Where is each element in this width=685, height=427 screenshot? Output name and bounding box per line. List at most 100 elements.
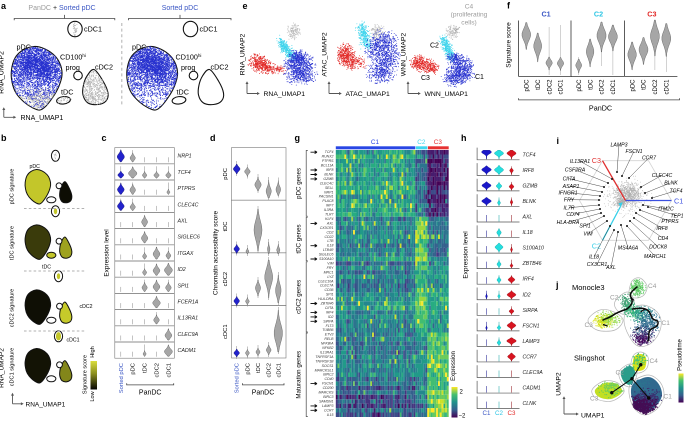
- svg-text:cDC1: cDC1: [67, 338, 80, 344]
- svg-text:cDC2: cDC2: [600, 79, 606, 95]
- svg-text:SOCS1: SOCS1: [322, 364, 334, 368]
- svg-text:C1: C1: [483, 410, 491, 417]
- svg-text:BCL11A: BCL11A: [321, 164, 334, 168]
- svg-text:pDC: pDC: [223, 168, 229, 180]
- svg-text:S100A10: S100A10: [319, 257, 333, 261]
- svg-text:C1: C1: [371, 139, 380, 146]
- svg-text:Expression: Expression: [451, 351, 457, 381]
- svg-text:cDC2: cDC2: [223, 272, 229, 287]
- svg-text:PanDC + Sorted pDC: PanDC + Sorted pDC: [28, 5, 95, 12]
- svg-text:IL18: IL18: [523, 230, 533, 236]
- svg-text:DOCK8: DOCK8: [649, 245, 667, 251]
- svg-text:Expression level: Expression level: [463, 231, 470, 279]
- svg-text:CLEC9A: CLEC9A: [178, 332, 199, 338]
- svg-text:CCR7: CCR7: [523, 354, 538, 360]
- svg-text:CLEC9A: CLEC9A: [523, 370, 544, 376]
- svg-text:Chromatin accessibility score: Chromatin accessibility score: [213, 211, 220, 296]
- svg-text:TUBB6: TUBB6: [322, 328, 333, 332]
- svg-text:LTB4R: LTB4R: [323, 248, 334, 252]
- svg-text:tDC: tDC: [143, 363, 149, 373]
- svg-text:g: g: [295, 133, 301, 143]
- svg-text:SIRPA: SIRPA: [323, 319, 334, 323]
- svg-text:pDC signature: pDC signature: [10, 169, 16, 205]
- svg-text:pDC: pDC: [525, 79, 531, 92]
- svg-text:FRY: FRY: [327, 266, 335, 270]
- svg-text:cDC2: cDC2: [211, 63, 229, 72]
- svg-text:C3: C3: [590, 396, 599, 403]
- svg-text:CLEC4C: CLEC4C: [652, 173, 673, 179]
- svg-text:prog: prog: [66, 63, 80, 72]
- svg-text:TNFRSF1A: TNFRSF1A: [315, 355, 334, 359]
- svg-text:(proliferating: (proliferating: [451, 12, 488, 19]
- svg-text:C3: C3: [647, 10, 656, 19]
- svg-text:IL13RA1: IL13RA1: [570, 159, 590, 165]
- svg-text:c: c: [102, 133, 107, 143]
- svg-text:C1: C1: [674, 197, 683, 206]
- svg-text:tDC genes: tDC genes: [296, 224, 303, 253]
- svg-text:CD100hi: CD100hi: [176, 53, 202, 62]
- svg-text:Slingshot: Slingshot: [574, 354, 606, 363]
- svg-text:2: 2: [460, 390, 464, 396]
- svg-text:e: e: [243, 1, 248, 11]
- svg-text:RNA_UMAP1: RNA_UMAP1: [21, 115, 64, 122]
- svg-text:ASAP1: ASAP1: [562, 184, 580, 190]
- svg-text:TCF4: TCF4: [325, 150, 334, 154]
- svg-text:LAMP3: LAMP3: [523, 339, 540, 345]
- svg-text:b: b: [1, 133, 7, 143]
- svg-text:C1: C1: [541, 10, 550, 19]
- svg-text:FLT3: FLT3: [326, 324, 334, 328]
- svg-text:cDC2 signature: cDC2 signature: [10, 289, 16, 328]
- svg-text:ID2: ID2: [328, 315, 334, 319]
- svg-text:IRF8: IRF8: [326, 168, 334, 172]
- svg-text:NFKB2: NFKB2: [322, 346, 333, 350]
- svg-text:f: f: [507, 1, 511, 11]
- svg-text:ETV3: ETV3: [325, 333, 334, 337]
- svg-text:pDC: pDC: [132, 43, 146, 52]
- svg-text:IRF8: IRF8: [656, 226, 667, 232]
- svg-text:BLNK: BLNK: [324, 172, 334, 176]
- svg-text:cDC1: cDC1: [276, 363, 282, 378]
- svg-text:C4: C4: [648, 283, 657, 290]
- svg-text:FCER1A: FCER1A: [178, 300, 199, 306]
- svg-text:C1: C1: [662, 320, 671, 327]
- svg-text:SIGLEC6: SIGLEC6: [319, 253, 334, 257]
- svg-text:AXL: AXL: [177, 219, 188, 225]
- svg-text:CX3CR1: CX3CR1: [320, 226, 334, 230]
- svg-text:Maturation genes: Maturation genes: [296, 351, 303, 399]
- svg-text:CD36: CD36: [325, 288, 334, 292]
- svg-text:tDC: tDC: [42, 265, 51, 271]
- svg-text:IL13RA1: IL13RA1: [178, 316, 199, 322]
- svg-text:PanDC: PanDC: [252, 390, 275, 397]
- svg-text:IL13RA1: IL13RA1: [320, 350, 334, 354]
- svg-text:C3: C3: [508, 410, 516, 417]
- svg-text:IL18: IL18: [327, 244, 334, 248]
- svg-text:ITGAX: ITGAX: [178, 251, 194, 257]
- svg-text:SIRPA: SIRPA: [523, 308, 539, 314]
- svg-text:CIITA: CIITA: [563, 177, 576, 183]
- svg-text:PTPRS: PTPRS: [178, 186, 196, 192]
- svg-text:RNA_UMAP2: RNA_UMAP2: [0, 348, 5, 388]
- svg-text:prog: prog: [181, 63, 195, 72]
- svg-text:MS4A6A: MS4A6A: [618, 246, 639, 252]
- svg-text:ID2: ID2: [178, 267, 186, 273]
- svg-text:AXL: AXL: [326, 221, 334, 225]
- svg-text:IRF8: IRF8: [523, 168, 534, 174]
- svg-text:cDC1: cDC1: [166, 363, 172, 378]
- svg-text:cDC2 genes: cDC2 genes: [296, 280, 303, 314]
- svg-text:PLAC8: PLAC8: [322, 199, 333, 203]
- svg-text:GZMB: GZMB: [523, 183, 539, 189]
- svg-text:RNA_UMAP2: RNA_UMAP2: [240, 34, 247, 76]
- svg-text:PTPRS: PTPRS: [322, 159, 334, 163]
- svg-text:C2: C2: [616, 370, 625, 377]
- svg-text:C1: C1: [475, 74, 484, 81]
- svg-text:TNFRSF1B: TNFRSF1B: [315, 359, 334, 363]
- svg-text:CX3CR1: CX3CR1: [587, 262, 608, 268]
- svg-text:AXL: AXL: [605, 265, 616, 271]
- svg-text:tDC: tDC: [536, 79, 542, 90]
- svg-text:cDC2: cDC2: [95, 63, 113, 72]
- svg-text:MARCH1: MARCH1: [644, 254, 666, 260]
- svg-text:RELB: RELB: [324, 337, 334, 341]
- svg-text:PTPRS: PTPRS: [661, 219, 679, 225]
- svg-text:TCF4: TCF4: [178, 170, 191, 176]
- svg-text:C2: C2: [417, 139, 426, 146]
